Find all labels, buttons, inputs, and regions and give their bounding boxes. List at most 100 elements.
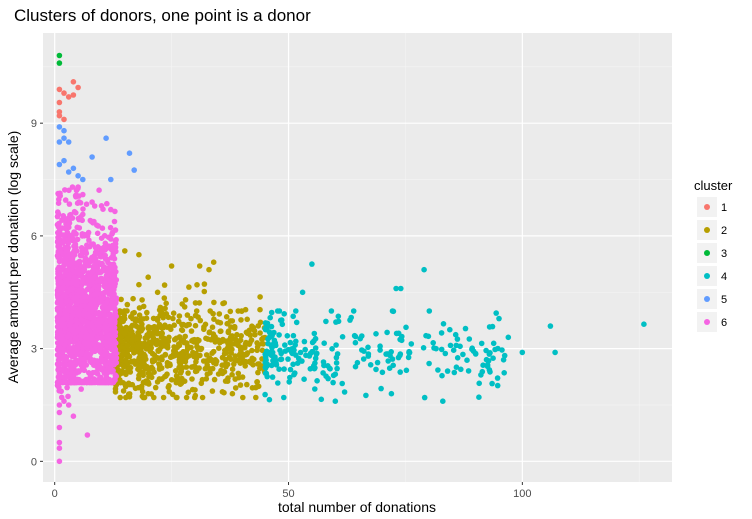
data-point	[103, 305, 110, 312]
data-point	[421, 394, 428, 401]
data-point	[426, 360, 432, 367]
data-point	[193, 355, 200, 362]
data-point	[156, 321, 163, 328]
data-point	[96, 296, 103, 303]
data-point	[496, 315, 502, 322]
data-point	[229, 366, 236, 373]
legend-label: 6	[721, 317, 727, 329]
data-point	[89, 332, 95, 339]
data-point	[65, 94, 72, 100]
data-point	[80, 211, 86, 218]
data-point	[297, 349, 304, 356]
data-point	[63, 269, 69, 275]
data-point	[484, 363, 491, 370]
data-point	[311, 365, 318, 372]
data-point	[359, 333, 365, 339]
data-point	[257, 294, 263, 300]
data-point	[56, 228, 63, 234]
data-point	[215, 319, 221, 325]
data-point	[403, 367, 410, 374]
data-point	[314, 378, 320, 384]
data-point	[95, 365, 102, 372]
data-point	[318, 396, 325, 403]
data-point	[56, 124, 63, 130]
data-point	[191, 339, 197, 345]
legend-item-6: 6	[697, 312, 727, 332]
data-point	[460, 351, 466, 358]
data-point	[96, 187, 102, 193]
data-point	[282, 348, 289, 354]
data-point	[58, 388, 64, 395]
data-point	[641, 321, 647, 328]
data-point	[93, 302, 100, 308]
data-point	[139, 359, 146, 366]
data-point	[184, 346, 191, 352]
data-point	[216, 311, 223, 317]
data-point	[254, 347, 260, 354]
data-point	[179, 321, 185, 328]
data-point	[83, 201, 90, 207]
legend-item-4: 4	[697, 266, 727, 286]
data-point	[307, 366, 314, 372]
data-point	[406, 349, 413, 356]
data-point	[126, 353, 133, 360]
data-point	[119, 351, 126, 358]
data-point	[384, 329, 390, 336]
data-point	[490, 340, 497, 347]
y-axis-title: Average amount per donation (log scale)	[5, 131, 21, 384]
data-point	[87, 358, 93, 364]
data-point	[80, 206, 86, 212]
data-point	[276, 366, 282, 373]
data-point	[86, 281, 93, 288]
data-point	[55, 374, 62, 380]
data-point	[74, 200, 81, 206]
data-point	[210, 259, 217, 266]
data-point	[138, 348, 144, 355]
data-point	[143, 342, 150, 348]
data-point	[207, 370, 213, 376]
data-point	[124, 308, 130, 314]
data-point	[74, 376, 81, 383]
data-point	[135, 384, 142, 391]
data-point	[458, 366, 464, 373]
data-point	[478, 340, 485, 347]
data-point	[201, 281, 208, 287]
data-point	[65, 139, 72, 145]
data-point	[269, 374, 276, 380]
data-point	[59, 366, 65, 373]
data-point	[103, 334, 110, 341]
data-point	[398, 337, 405, 344]
data-point	[196, 300, 203, 306]
data-point	[229, 390, 236, 397]
data-point	[109, 362, 116, 368]
data-point	[151, 394, 157, 401]
data-point	[173, 373, 180, 379]
data-point	[231, 361, 237, 367]
data-point	[493, 310, 500, 316]
data-point	[196, 263, 203, 269]
data-point	[171, 322, 177, 329]
data-point	[469, 346, 475, 353]
data-point	[77, 287, 84, 293]
data-point	[141, 363, 148, 370]
data-point	[135, 366, 141, 373]
data-point	[91, 362, 97, 369]
data-point	[438, 330, 445, 336]
data-point	[112, 227, 119, 233]
data-point	[140, 379, 147, 386]
data-point	[104, 256, 111, 263]
data-point	[281, 366, 287, 372]
data-point	[93, 369, 99, 376]
data-point	[99, 225, 106, 231]
data-point	[63, 298, 70, 305]
data-point	[312, 345, 319, 351]
data-point	[140, 369, 146, 376]
data-point	[206, 266, 212, 273]
data-point	[332, 398, 339, 405]
data-point	[334, 365, 340, 372]
data-point	[56, 139, 63, 145]
data-point	[68, 318, 75, 325]
data-point	[94, 230, 101, 237]
data-point	[209, 358, 216, 364]
data-point	[136, 355, 142, 361]
